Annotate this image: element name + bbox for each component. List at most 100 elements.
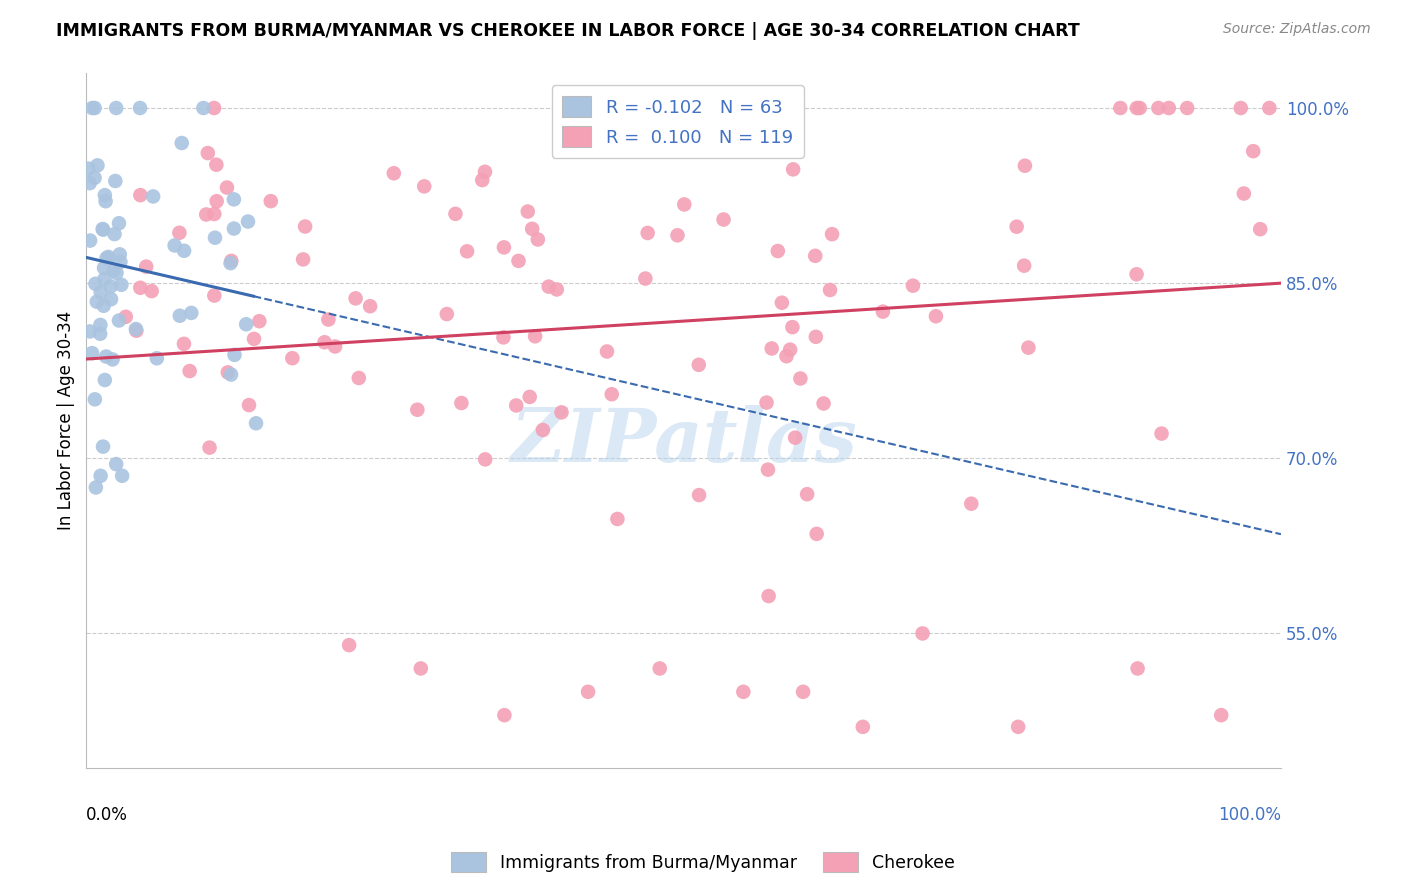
Point bbox=[666, 228, 689, 243]
Point bbox=[96, 251, 118, 265]
Point bbox=[294, 219, 316, 234]
Point bbox=[508, 253, 530, 268]
Point bbox=[347, 371, 370, 385]
Legend: Immigrants from Burma/Myanmar, Cherokee: Immigrants from Burma/Myanmar, Cherokee bbox=[444, 845, 962, 879]
Point bbox=[281, 351, 304, 366]
Text: IMMIGRANTS FROM BURMA/MYANMAR VS CHEROKEE IN LABOR FORCE | AGE 30-34 CORRELATION: IMMIGRANTS FROM BURMA/MYANMAR VS CHEROKE… bbox=[56, 22, 1080, 40]
Point bbox=[761, 342, 783, 356]
Point bbox=[292, 252, 315, 267]
Point bbox=[474, 165, 496, 179]
Text: Source: ZipAtlas.com: Source: ZipAtlas.com bbox=[1223, 22, 1371, 37]
Point bbox=[872, 304, 894, 318]
Point bbox=[1012, 259, 1035, 273]
Point bbox=[108, 247, 131, 261]
Point bbox=[755, 395, 778, 409]
Point bbox=[79, 325, 101, 339]
Point bbox=[110, 255, 132, 269]
Point bbox=[1175, 101, 1198, 115]
Point bbox=[456, 244, 478, 259]
Point bbox=[100, 292, 122, 306]
Point bbox=[91, 440, 114, 454]
Point bbox=[382, 166, 405, 180]
Point bbox=[796, 487, 818, 501]
Point bbox=[758, 589, 780, 603]
Point bbox=[600, 387, 623, 401]
Point bbox=[1147, 101, 1170, 115]
Point bbox=[792, 685, 814, 699]
Text: ZIPatlas: ZIPatlas bbox=[510, 405, 858, 477]
Point bbox=[804, 330, 827, 344]
Point bbox=[766, 244, 789, 258]
Point bbox=[198, 441, 221, 455]
Point bbox=[471, 173, 494, 187]
Point bbox=[516, 204, 538, 219]
Point bbox=[238, 398, 260, 412]
Point bbox=[314, 335, 336, 350]
Point bbox=[180, 306, 202, 320]
Point bbox=[756, 463, 779, 477]
Point bbox=[94, 188, 117, 202]
Point bbox=[505, 399, 527, 413]
Point bbox=[444, 207, 467, 221]
Point bbox=[179, 364, 201, 378]
Point bbox=[770, 295, 793, 310]
Point bbox=[813, 396, 835, 410]
Point bbox=[205, 194, 228, 209]
Point bbox=[1129, 101, 1152, 115]
Point bbox=[202, 207, 225, 221]
Point bbox=[852, 720, 875, 734]
Point bbox=[1109, 101, 1132, 115]
Point bbox=[1126, 661, 1149, 675]
Point bbox=[409, 661, 432, 675]
Point bbox=[531, 423, 554, 437]
Point bbox=[806, 527, 828, 541]
Point bbox=[221, 253, 243, 268]
Point bbox=[129, 188, 152, 202]
Point bbox=[215, 180, 238, 194]
Point bbox=[804, 249, 827, 263]
Point bbox=[193, 101, 215, 115]
Point bbox=[93, 272, 115, 286]
Point bbox=[79, 176, 101, 190]
Point bbox=[77, 161, 100, 176]
Point bbox=[108, 313, 131, 327]
Point bbox=[141, 284, 163, 298]
Point bbox=[219, 256, 242, 270]
Point bbox=[79, 234, 101, 248]
Point bbox=[606, 512, 628, 526]
Point bbox=[1125, 267, 1147, 281]
Point bbox=[318, 312, 340, 326]
Point bbox=[323, 339, 346, 353]
Point bbox=[83, 392, 105, 407]
Point bbox=[94, 194, 117, 209]
Point bbox=[782, 162, 804, 177]
Point bbox=[91, 222, 114, 236]
Point bbox=[911, 626, 934, 640]
Point bbox=[97, 250, 120, 264]
Point bbox=[235, 318, 257, 332]
Point bbox=[195, 207, 218, 221]
Point bbox=[217, 365, 239, 379]
Point bbox=[103, 227, 125, 241]
Point bbox=[550, 405, 572, 419]
Point bbox=[94, 350, 117, 364]
Point bbox=[105, 457, 128, 471]
Point bbox=[520, 222, 543, 236]
Point bbox=[89, 318, 111, 332]
Point bbox=[91, 222, 114, 236]
Point bbox=[637, 226, 659, 240]
Point bbox=[84, 481, 107, 495]
Point bbox=[818, 283, 841, 297]
Text: 100.0%: 100.0% bbox=[1218, 805, 1281, 824]
Point bbox=[474, 452, 496, 467]
Point bbox=[436, 307, 458, 321]
Point bbox=[83, 101, 105, 115]
Point bbox=[197, 146, 219, 161]
Point bbox=[576, 685, 599, 699]
Point bbox=[1229, 101, 1251, 115]
Point bbox=[782, 320, 804, 334]
Point bbox=[219, 368, 242, 382]
Point bbox=[713, 212, 735, 227]
Point bbox=[108, 216, 131, 230]
Point bbox=[224, 348, 246, 362]
